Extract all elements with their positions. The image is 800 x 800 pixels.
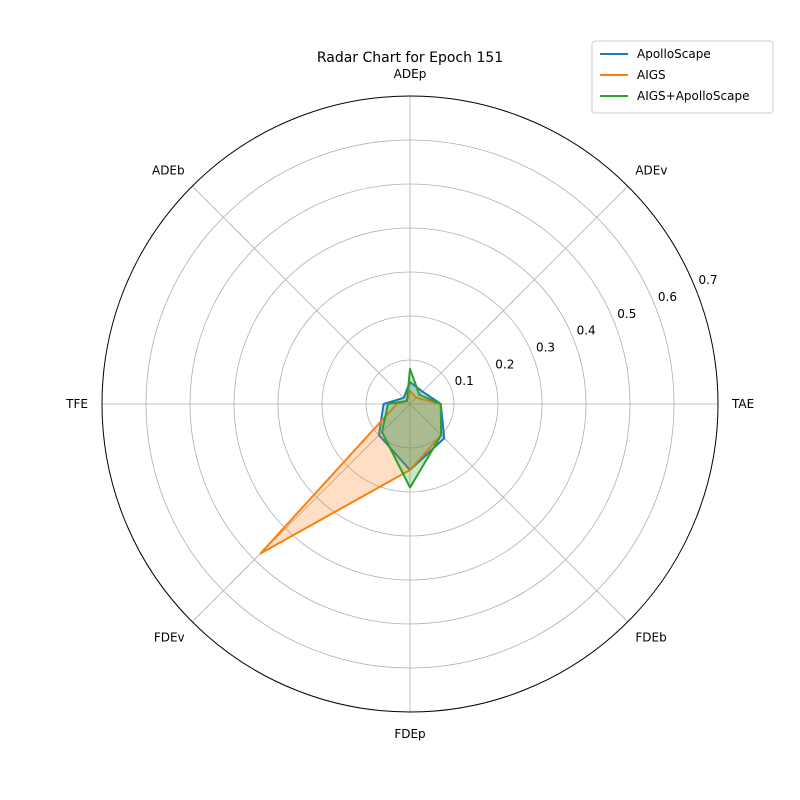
r-tick-label: 0.1 bbox=[455, 374, 474, 388]
r-tick-label: 0.7 bbox=[699, 273, 718, 287]
axis-label-fdep: FDEp bbox=[394, 727, 425, 741]
spoke-adeb bbox=[192, 186, 410, 404]
axis-label-tae: TAE bbox=[731, 397, 754, 411]
axis-label-fdev: FDEv bbox=[154, 630, 185, 644]
r-tick-label: 0.6 bbox=[658, 290, 677, 304]
legend: ApolloScape AIGS AIGS+ApolloScape bbox=[592, 41, 773, 113]
axis-label-adeb: ADEb bbox=[152, 164, 185, 178]
radial-tick-labels: 0.1 0.2 0.3 0.4 0.5 0.6 0.7 bbox=[455, 273, 718, 388]
r-tick-label: 0.4 bbox=[577, 324, 596, 338]
axis-label-fdeb: FDEb bbox=[635, 630, 666, 644]
r-tick-label: 0.5 bbox=[617, 307, 636, 321]
series-layer bbox=[261, 369, 445, 554]
legend-entry-aigs-apolloscape: AIGS+ApolloScape bbox=[637, 89, 749, 103]
axis-label-tfe: TFE bbox=[65, 397, 88, 411]
r-tick-label: 0.2 bbox=[495, 357, 514, 371]
spoke-adev bbox=[410, 186, 628, 404]
r-tick-label: 0.3 bbox=[536, 340, 555, 354]
legend-entry-aigs: AIGS bbox=[637, 68, 666, 82]
axis-label-adep: ADEp bbox=[394, 67, 427, 81]
chart-title: Radar Chart for Epoch 151 bbox=[317, 50, 503, 66]
axis-label-adev: ADEv bbox=[635, 164, 667, 178]
legend-entry-apolloscape: ApolloScape bbox=[637, 47, 711, 61]
